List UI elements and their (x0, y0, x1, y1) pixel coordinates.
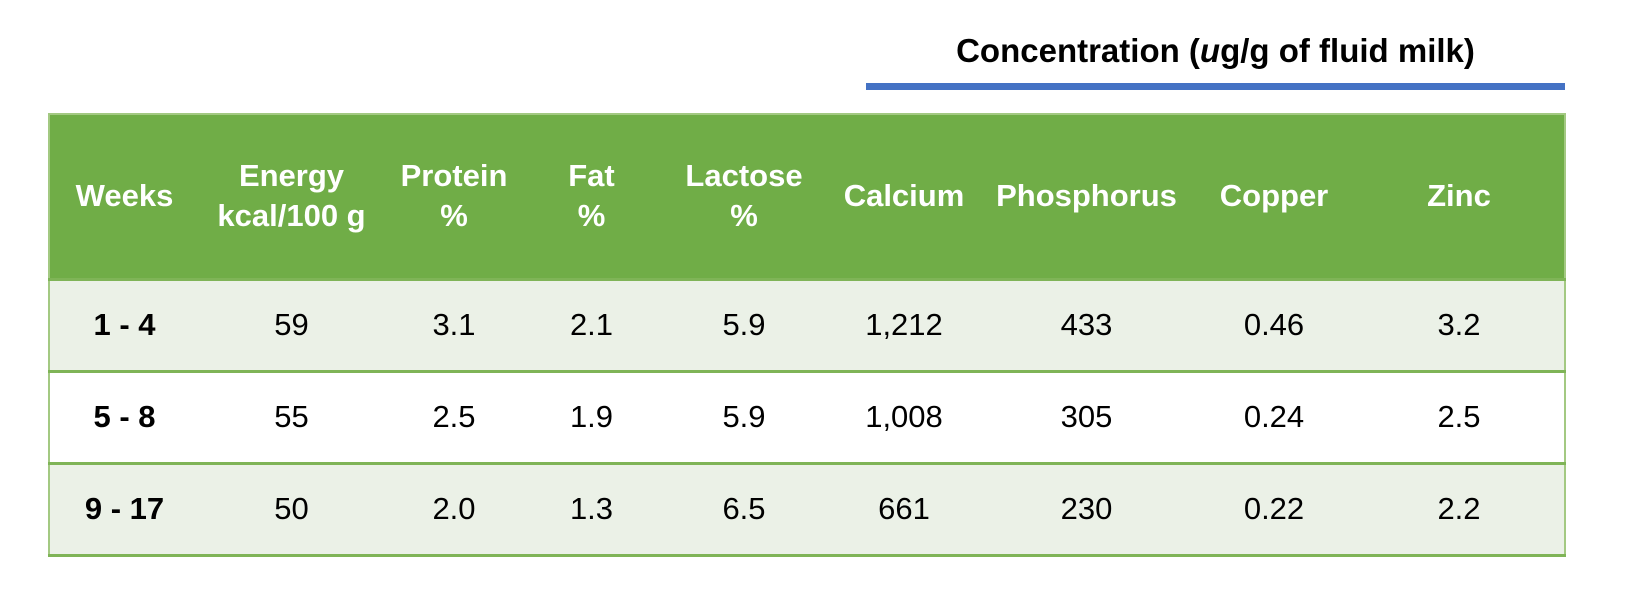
header-sub: % (730, 198, 758, 234)
weeks-cell: 5 - 8 (93, 399, 156, 434)
header-label: Copper (1219, 178, 1329, 214)
banner-title: Concentration (ug/g of fluid milk) (866, 32, 1565, 70)
col-header-copper: Copper (1194, 114, 1354, 279)
header-sub: % (440, 198, 468, 234)
energy-cell: 50 (274, 491, 309, 526)
header-label: Weeks (75, 178, 174, 214)
lactose-cell: 5.9 (722, 399, 766, 434)
banner-title-prefix: Concentration ( (956, 32, 1200, 69)
header-label: Lactose (685, 157, 803, 193)
table-row-weeks-5-8: 5 - 8 55 2.5 1.9 5.9 1,008 305 0.24 2.5 (49, 371, 1565, 463)
col-header-weeks: Weeks (49, 114, 199, 279)
weeks-cell: 1 - 4 (93, 307, 156, 342)
header-label: Calcium (843, 178, 965, 214)
calcium-cell: 1,008 (865, 399, 943, 434)
lactose-cell: 5.9 (722, 307, 766, 342)
protein-cell: 3.1 (432, 307, 476, 342)
phosphorus-cell: 305 (1060, 399, 1113, 434)
col-header-calcium: Calcium (829, 114, 979, 279)
fat-cell: 1.9 (569, 399, 614, 434)
header-label: Energy (238, 157, 345, 193)
fat-cell: 2.1 (569, 307, 614, 342)
energy-cell: 55 (274, 399, 309, 434)
energy-cell: 59 (274, 307, 309, 342)
col-header-protein: Protein% (384, 114, 524, 279)
protein-cell: 2.5 (432, 399, 476, 434)
header-label: Zinc (1427, 178, 1491, 214)
lactose-cell: 6.5 (722, 491, 766, 526)
col-header-energy: Energy kcal/100 g (199, 114, 384, 279)
col-header-lactose: Lactose% (659, 114, 829, 279)
zinc-cell: 2.2 (1437, 491, 1481, 526)
milk-composition-table: Weeks Energy kcal/100 g Protein% Fat% Lac… (48, 113, 1566, 557)
col-header-phosphorus: Phosphorus (979, 114, 1194, 279)
phosphorus-cell: 433 (1060, 307, 1113, 342)
copper-cell: 0.22 (1243, 491, 1305, 526)
banner-underline (866, 83, 1565, 90)
phosphorus-cell: 230 (1060, 491, 1113, 526)
calcium-cell: 1,212 (865, 307, 943, 342)
zinc-cell: 3.2 (1437, 307, 1481, 342)
header-label: Protein (400, 157, 508, 193)
header-row: Weeks Energy kcal/100 g Protein% Fat% Lac… (49, 114, 1565, 279)
col-header-fat: Fat% (524, 114, 659, 279)
weeks-cell: 9 - 17 (84, 491, 165, 526)
banner-title-italic-u: u (1199, 32, 1221, 69)
concentration-banner: Concentration (ug/g of fluid milk) (866, 32, 1565, 90)
col-header-zinc: Zinc (1354, 114, 1565, 279)
fat-cell: 1.3 (569, 491, 614, 526)
header-sub: % (577, 198, 606, 234)
zinc-cell: 2.5 (1437, 399, 1481, 434)
header-label: Phosphorus (996, 178, 1177, 214)
header-sub: kcal/100 g (217, 198, 366, 234)
protein-cell: 2.0 (432, 491, 476, 526)
copper-cell: 0.46 (1243, 307, 1305, 342)
copper-cell: 0.24 (1243, 399, 1305, 434)
banner-title-suffix: g/g of fluid milk) (1220, 32, 1475, 69)
header-label: Fat (568, 157, 615, 193)
table-row-weeks-1-4: 1 - 4 59 3.1 2.1 5.9 1,212 433 0.46 3.2 (49, 279, 1565, 371)
calcium-cell: 661 (878, 491, 930, 526)
table-row-weeks-9-17: 9 - 17 50 2.0 1.3 6.5 661 230 0.22 2.2 (49, 463, 1565, 555)
